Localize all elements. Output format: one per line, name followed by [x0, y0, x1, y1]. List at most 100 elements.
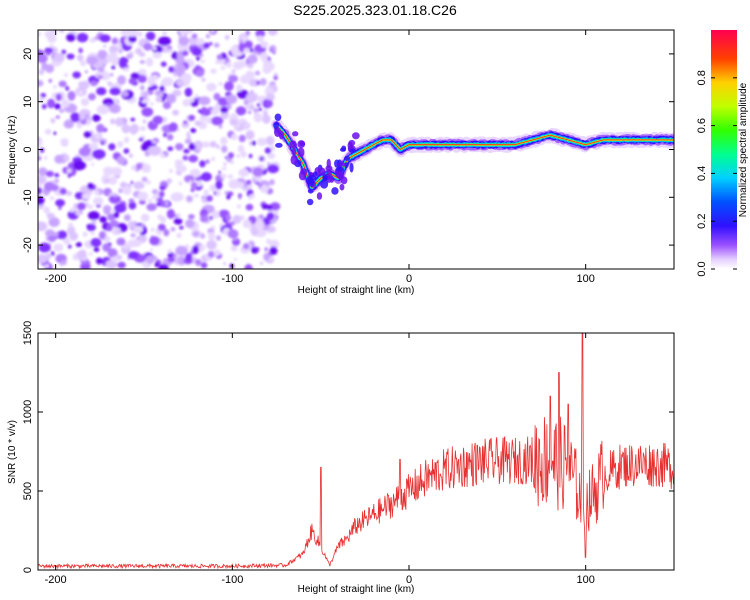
noise-blob — [263, 252, 271, 262]
noise-blob — [100, 141, 104, 145]
noise-blob — [210, 30, 216, 33]
snr-y-ticks: 0 500 1000 1500 — [22, 321, 674, 573]
noise-blob — [96, 104, 110, 115]
noise-blob — [199, 215, 209, 223]
ridge-blob — [307, 188, 314, 194]
noise-blob — [269, 246, 278, 255]
noise-blob — [172, 89, 182, 97]
noise-blob — [98, 75, 103, 79]
noise-blob — [149, 248, 153, 252]
noise-blob — [254, 70, 261, 76]
noise-blob — [49, 196, 55, 201]
noise-blob — [47, 98, 56, 109]
noise-blob — [259, 52, 268, 59]
noise-blob — [203, 42, 210, 49]
colorbar-tick-label: 0.6 — [696, 118, 708, 133]
ridge-blob — [339, 183, 345, 191]
noise-blob — [83, 131, 92, 138]
noise-blob — [137, 74, 147, 83]
noise-blob — [151, 140, 157, 144]
noise-blob — [44, 264, 50, 268]
noise-blob — [213, 92, 221, 101]
noise-blob — [65, 86, 70, 91]
noise-blob — [141, 143, 149, 152]
noise-blob — [103, 44, 107, 48]
noise-blob — [123, 214, 131, 222]
snr-x-ticks: -200 -100 0 100 — [45, 333, 595, 586]
noise-blob — [256, 103, 261, 107]
noise-blob — [87, 182, 94, 190]
noise-blob — [63, 73, 69, 77]
noise-blob — [113, 194, 118, 198]
noise-blob — [87, 204, 94, 210]
noise-blob — [166, 209, 175, 219]
spectrogram-y-tick-label: -20 — [22, 237, 34, 253]
noise-blob — [114, 203, 127, 213]
spectrogram-x-label: Height of straight line (km) — [298, 285, 415, 296]
noise-blob — [238, 134, 246, 143]
ridge-blob — [338, 162, 346, 167]
noise-blob — [145, 180, 152, 185]
noise-blob — [226, 194, 231, 200]
noise-blob — [269, 145, 276, 152]
noise-blob — [266, 204, 273, 211]
noise-blob — [244, 105, 251, 110]
noise-blob — [78, 147, 91, 157]
noise-blob — [53, 131, 57, 135]
noise-blob — [237, 144, 245, 153]
noise-blob — [227, 229, 239, 239]
noise-blob — [206, 82, 217, 92]
noise-blob — [128, 153, 133, 158]
noise-blob — [267, 30, 278, 36]
noise-blob — [192, 245, 200, 255]
snr-x-tick-label: 100 — [576, 574, 594, 586]
noise-blob — [38, 175, 47, 184]
noise-blob — [143, 252, 147, 256]
ridge-blob — [317, 167, 326, 176]
spectrogram-x-tick-label: 0 — [406, 273, 412, 285]
noise-blob — [78, 47, 83, 54]
noise-blob — [69, 207, 76, 213]
noise-blob — [141, 223, 145, 228]
noise-blob — [175, 245, 188, 256]
noise-blob — [180, 32, 186, 37]
noise-blob — [152, 46, 157, 51]
noise-blob — [122, 184, 132, 195]
ridge-blob — [306, 198, 314, 206]
noise-blob — [116, 156, 126, 165]
noise-blob — [200, 172, 212, 182]
noise-blob — [263, 224, 270, 231]
ridge-blob — [316, 192, 323, 200]
noise-blob — [239, 39, 244, 44]
noise-blob — [138, 51, 146, 57]
noise-blob — [176, 165, 187, 173]
noise-blob — [54, 178, 59, 183]
noise-blob — [191, 47, 202, 56]
snr-x-label: Height of straight line (km) — [298, 584, 415, 595]
noise-blob — [238, 193, 242, 198]
noise-blob — [242, 219, 252, 229]
noise-blob — [112, 255, 118, 263]
noise-blob — [92, 149, 106, 160]
noise-blob — [38, 54, 48, 64]
noise-blob — [38, 68, 45, 76]
noise-blob — [84, 70, 88, 74]
noise-blob — [128, 198, 135, 203]
noise-blob — [223, 162, 227, 166]
noise-blob — [146, 203, 157, 211]
noise-blob — [150, 227, 155, 232]
noise-blob — [177, 256, 186, 266]
ridge-blob — [325, 165, 333, 172]
noise-blob — [246, 179, 252, 185]
noise-blob — [127, 239, 138, 248]
noise-blob — [239, 60, 247, 68]
noise-blob — [244, 40, 253, 50]
noise-blob — [182, 155, 189, 161]
noise-blob — [139, 60, 146, 64]
noise-blob — [145, 31, 156, 41]
noise-blob — [259, 261, 264, 265]
noise-blob — [94, 132, 102, 140]
noise-blob — [109, 118, 116, 125]
noise-blob — [205, 159, 210, 164]
noise-blob — [206, 240, 217, 250]
